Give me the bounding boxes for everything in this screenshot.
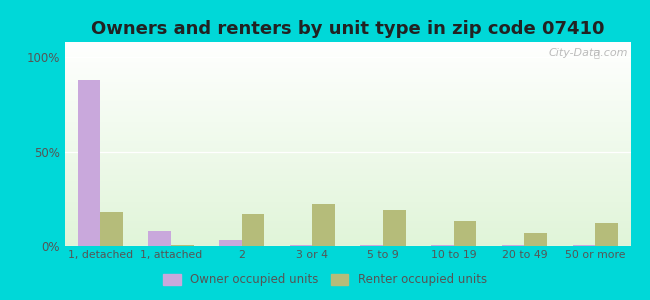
Bar	[383, 210, 406, 246]
Title: Owners and renters by unit type in zip code 07410: Owners and renters by unit type in zip c…	[91, 20, 604, 38]
Bar	[313, 204, 335, 246]
Bar	[431, 245, 454, 246]
Bar	[290, 245, 313, 246]
Bar	[595, 223, 617, 246]
Bar	[78, 80, 100, 246]
Legend: Owner occupied units, Renter occupied units: Owner occupied units, Renter occupied un…	[159, 269, 491, 291]
Bar	[502, 245, 525, 246]
Bar	[525, 233, 547, 246]
Bar	[171, 245, 194, 246]
Bar	[148, 231, 171, 246]
Bar	[454, 221, 476, 246]
Bar	[100, 212, 123, 246]
Bar	[361, 245, 383, 246]
Bar	[573, 245, 595, 246]
Bar	[242, 214, 265, 246]
Text: City-Data.com: City-Data.com	[548, 48, 628, 58]
Bar	[219, 240, 242, 246]
Text: ⓘ: ⓘ	[593, 48, 599, 58]
